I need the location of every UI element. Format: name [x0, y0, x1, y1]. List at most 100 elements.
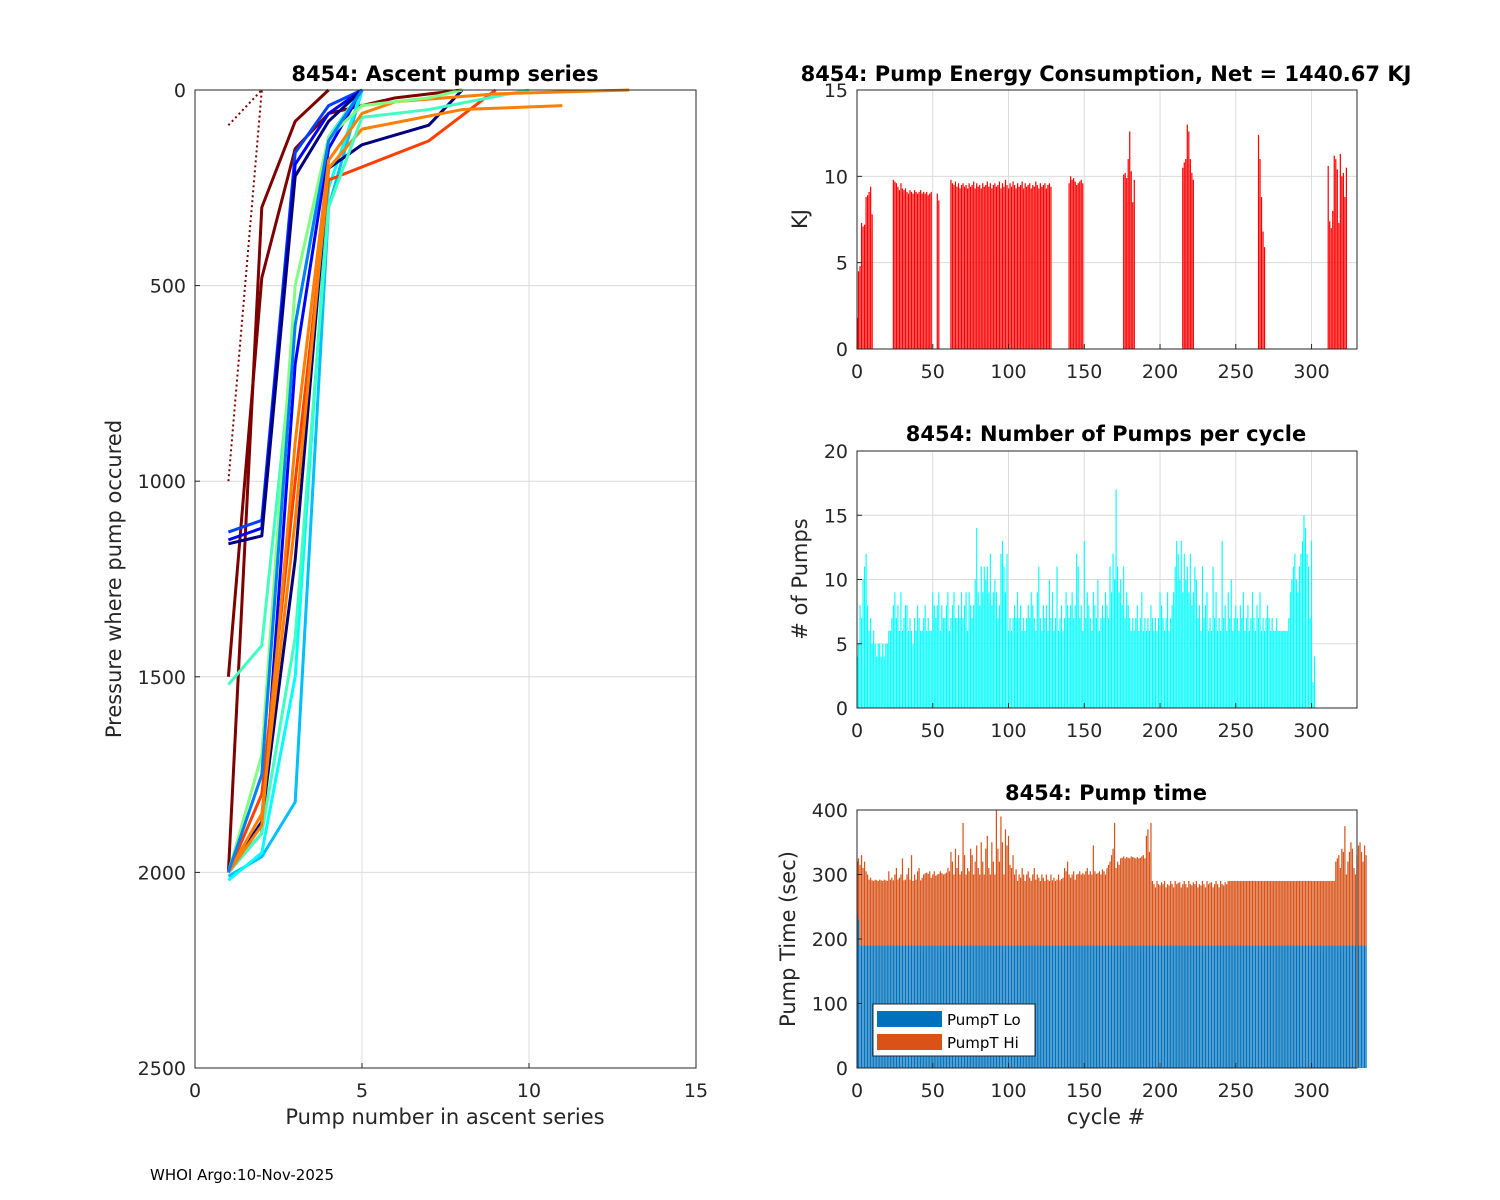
- npumps-ytick-label: 0: [836, 698, 848, 720]
- energy-bar: [973, 181, 975, 349]
- pumptime-bar-hi: [986, 835, 988, 946]
- ascent-series-line: [228, 88, 364, 546]
- pumptime-bar-hi: [1336, 858, 1338, 946]
- npumps-bar: [950, 618, 952, 708]
- pumptime-bar-hi: [1259, 880, 1261, 946]
- pumptime-bar-hi: [1362, 861, 1364, 946]
- npumps-bar: [942, 618, 944, 708]
- energy-bar: [960, 184, 963, 349]
- energy-bar: [1012, 181, 1014, 349]
- pumptime-bar-lo: [1135, 945, 1137, 1068]
- npumps-bar: [982, 592, 984, 708]
- npumps-bar: [962, 618, 964, 708]
- pumptime-bar-lo: [1101, 945, 1104, 1068]
- pumptime-bar-lo: [1163, 945, 1166, 1068]
- pumptime-bar-lo: [1076, 945, 1078, 1068]
- pumptime-bar-lo: [1147, 945, 1149, 1068]
- pumptime-bar-lo: [1338, 945, 1340, 1068]
- npumps-bar: [968, 592, 970, 708]
- pumptime-bar-lo: [1095, 945, 1097, 1068]
- energy-bar: [1082, 183, 1084, 349]
- pumptime-bar-hi: [1250, 880, 1252, 946]
- npumps-bar: [959, 618, 961, 708]
- npumps-bar: [1145, 630, 1147, 708]
- npumps-bar: [1053, 630, 1055, 708]
- pumptime-bar-hi: [888, 871, 890, 946]
- pumptime-bar-hi: [1282, 880, 1284, 946]
- ascent-series-line: [227, 88, 630, 874]
- pumptime-bar-lo: [1162, 945, 1164, 1068]
- pumptime-bar-lo: [1268, 945, 1270, 1068]
- pumptime-bar-lo: [1315, 945, 1317, 1068]
- pumptime-bar-lo: [1210, 945, 1213, 1068]
- npumps-bar: [933, 605, 935, 708]
- pumptime-bar-lo: [1177, 945, 1179, 1068]
- pumptime-bar-hi: [1189, 884, 1191, 946]
- energy-bar: [980, 188, 982, 349]
- energy-bar: [1029, 183, 1031, 349]
- pumptime-bar-lo: [1100, 945, 1102, 1068]
- pumptime-bar-hi: [1197, 887, 1199, 946]
- energy-bar: [936, 193, 938, 349]
- pumptime-bar-hi: [860, 855, 863, 946]
- pumptime-bar-lo: [1120, 945, 1122, 1068]
- pumptime-bar-hi: [1047, 879, 1049, 946]
- npumps-bar: [935, 618, 937, 708]
- pumptime-bar-hi: [1347, 861, 1349, 946]
- npumps-bar: [1139, 618, 1141, 708]
- pumptime-bar-lo: [1062, 945, 1064, 1068]
- energy-bar: [1038, 188, 1040, 349]
- pumptime-bar-lo: [1232, 945, 1234, 1068]
- pumptime-bar-hi: [1298, 880, 1301, 946]
- pumptime-bar-hi: [1083, 874, 1085, 946]
- pumptime-bar-lo: [1080, 945, 1082, 1068]
- pumptime-bar-lo: [1144, 945, 1146, 1068]
- npumps-bar: [1256, 605, 1258, 708]
- npumps-bar: [970, 605, 972, 708]
- pumptime-bar-hi: [1324, 880, 1326, 946]
- energy-bar: [1070, 176, 1072, 349]
- pumptime-bar-hi: [926, 872, 928, 946]
- pumptime-bar-lo: [1057, 945, 1060, 1068]
- npumps-bar: [1051, 592, 1054, 708]
- npumps-bar: [1010, 630, 1013, 708]
- npumps-bar: [920, 630, 922, 708]
- npumps-bar: [921, 630, 923, 708]
- pumptime-bar-lo: [1197, 945, 1199, 1068]
- pumptime-bar-hi: [1294, 880, 1296, 946]
- pumptime-bar-lo: [1215, 945, 1217, 1068]
- pumptime-bar-lo: [1035, 945, 1037, 1068]
- pumptime-bar-lo: [865, 945, 867, 1068]
- pumptime-bar-hi: [1265, 880, 1267, 946]
- pumptime-bar-hi: [1312, 880, 1314, 946]
- pumptime-bar-hi: [1301, 880, 1304, 946]
- pumptime-bar-hi: [1262, 880, 1264, 946]
- pumptime-bar-lo: [1048, 945, 1051, 1068]
- pumptime-bar-lo: [1195, 945, 1197, 1068]
- pumptime-bar-hi: [1138, 858, 1140, 946]
- pumptime-bar-hi: [1148, 851, 1151, 946]
- npumps-bar: [1247, 605, 1249, 708]
- pumptime-bar-lo: [1341, 945, 1343, 1068]
- pumptime-bar-hi: [1141, 856, 1143, 946]
- pumptime-bar-lo: [1335, 945, 1337, 1068]
- npumps-bar: [1198, 605, 1200, 708]
- energy-bar: [1071, 179, 1073, 349]
- pumptime-bar-hi: [862, 868, 864, 946]
- pumptime-bar-lo: [1124, 945, 1126, 1068]
- pumptime-bar-hi: [1180, 887, 1182, 946]
- npumps-bar: [1135, 618, 1137, 708]
- npumps-bar: [1227, 592, 1229, 708]
- energy-xtick-label: 50: [921, 361, 945, 383]
- pumptime-bar-lo: [1306, 945, 1308, 1068]
- npumps-bar: [857, 643, 860, 708]
- energy-bar: [918, 191, 920, 349]
- npumps-bar: [1295, 579, 1297, 708]
- energy-bar: [868, 191, 870, 349]
- pumptime-bar-lo: [1092, 945, 1094, 1068]
- pumptime-bar-lo: [1227, 945, 1229, 1068]
- energy-bar: [904, 188, 907, 349]
- pumptime-bar-hi: [951, 861, 954, 946]
- npumps-bar: [1153, 630, 1155, 708]
- pumptime-bar-hi: [879, 879, 881, 946]
